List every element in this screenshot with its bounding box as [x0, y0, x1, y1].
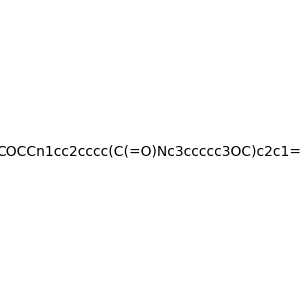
Text: COCCn1cc2cccc(C(=O)Nc3ccccc3OC)c2c1=O: COCCn1cc2cccc(C(=O)Nc3ccccc3OC)c2c1=O — [0, 145, 300, 158]
